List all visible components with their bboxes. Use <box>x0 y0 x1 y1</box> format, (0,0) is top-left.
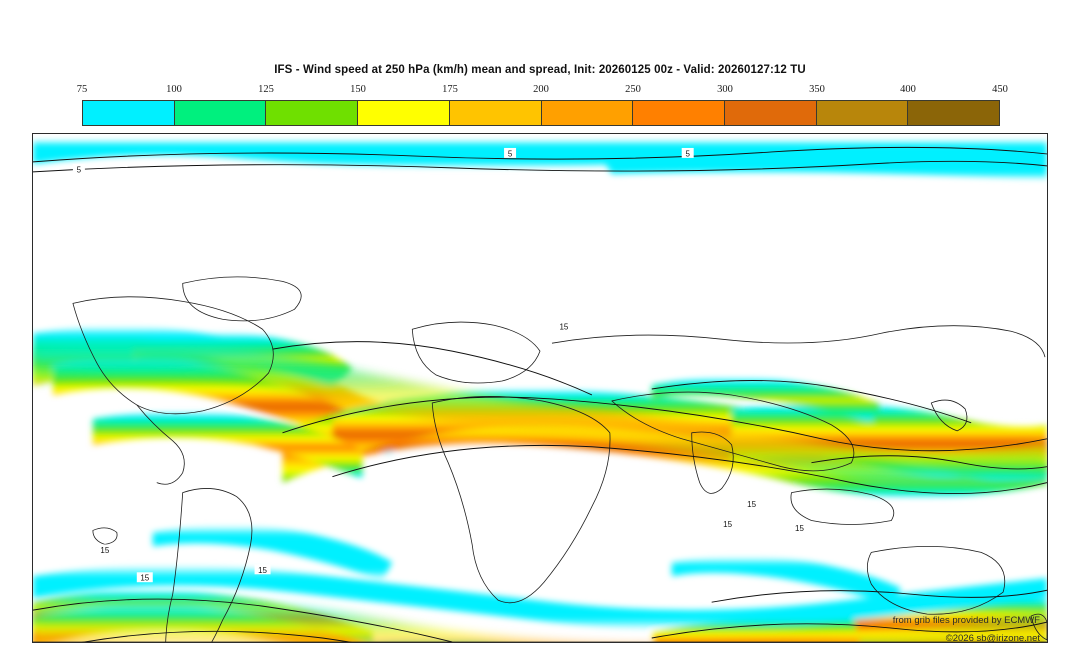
colorbar-tick: 150 <box>350 84 366 95</box>
colorbar-tick: 125 <box>258 84 274 95</box>
contour-label-text: 15 <box>723 520 732 529</box>
contour-label-text: 15 <box>140 574 149 583</box>
shading-sh-wash <box>33 598 1047 642</box>
shading-tropical-cyan-1 <box>152 525 393 581</box>
contour-15-sh-1 <box>33 598 453 642</box>
coastline-africa <box>431 396 611 604</box>
coastline-asia-south <box>611 391 855 472</box>
contour-label-15-c: 15 <box>791 522 808 533</box>
shading-nh-wash <box>33 342 1047 485</box>
global-wind-map: 5 5 5 15 15 <box>32 133 1048 643</box>
contour-label-text: 5 <box>77 165 82 174</box>
contour-label-5-c: 5 <box>681 147 694 158</box>
coastline-greenland <box>182 276 302 322</box>
page-title: IFS - Wind speed at 250 hPa (km/h) mean … <box>274 64 806 76</box>
colorbar-segment-350-400 <box>816 101 909 125</box>
contour-label-text: 5 <box>685 149 690 158</box>
contour-label-5-a: 5 <box>72 163 85 174</box>
colorbar-segment-75-100 <box>83 101 175 125</box>
colorbar-segment-175-200 <box>449 101 542 125</box>
shading-tropical-cyan-2 <box>671 556 902 605</box>
coastline-india <box>691 431 734 494</box>
coastline-japan <box>930 399 968 432</box>
contour-label-text: 15 <box>747 500 756 509</box>
coastline-island-1 <box>92 527 118 545</box>
colorbar-segment-125-150 <box>266 101 359 125</box>
contour-15-atlantic <box>282 396 1047 452</box>
colorbar-tick: 450 <box>992 84 1008 95</box>
contour-label-15-d: 15 <box>96 544 113 555</box>
coastline-europe <box>411 321 541 384</box>
contour-15-nh-2 <box>651 380 972 424</box>
contour-label-15-b: 15 <box>743 498 760 509</box>
colorbar-segment-200-250 <box>541 101 634 125</box>
colorbar-tick-labels: 75 100 125 150 175 200 250 300 350 400 4… <box>0 84 1080 98</box>
contour-15-atlantic-b <box>332 444 1047 495</box>
colorbar-segment-150-175 <box>358 101 450 125</box>
contour-5-arctic <box>33 146 1047 163</box>
coastline-australia <box>866 546 1006 615</box>
contour-15-sh-4 <box>651 621 1047 639</box>
contour-labels: 5 5 5 15 15 <box>72 147 808 583</box>
colorbar-segments <box>82 100 1000 126</box>
contour-label-15-f: 15 <box>719 518 736 529</box>
copyright-notice: ©2026 sb@irizone.net <box>945 633 1040 644</box>
colorbar-segment-300-350 <box>724 101 817 125</box>
coastline-south-america <box>165 488 253 642</box>
contour-label-text: 5 <box>508 149 513 158</box>
coastline-north-america <box>72 296 274 415</box>
contour-15-sh-2 <box>81 630 353 642</box>
coastline-new-zealand <box>1030 613 1047 641</box>
contour-label-5-b: 5 <box>504 147 517 158</box>
colorbar-tick: 175 <box>442 84 458 95</box>
colorbar <box>82 100 1000 126</box>
colorbar-tick: 75 <box>76 84 88 95</box>
colorbar-tick: 350 <box>809 84 825 95</box>
coastlines <box>33 276 1047 642</box>
contour-15-sh-5 <box>711 589 1047 603</box>
coastline-asia-north <box>551 325 1046 358</box>
contour-label-text: 15 <box>560 323 569 332</box>
contour-15-nh-1 <box>272 341 593 396</box>
coastline-indonesia <box>790 488 895 525</box>
spread-contours <box>33 146 1047 642</box>
contour-label-15-e: 15 <box>136 572 153 583</box>
shading-sh-cyan-halo <box>33 565 1047 631</box>
contour-label-text: 15 <box>258 566 267 575</box>
contour-15-asia <box>811 455 1047 470</box>
colorbar-segment-100-125 <box>174 101 267 125</box>
colorbar-tick: 300 <box>717 84 733 95</box>
contour-label-text: 15 <box>100 546 109 555</box>
wind-speed-shading-soft <box>33 342 1047 642</box>
shading-nh-green-2 <box>651 377 882 423</box>
shading-np-jet-core <box>52 358 373 451</box>
colorbar-tick: 400 <box>900 84 916 95</box>
colorbar-segment-400-450 <box>908 101 1000 125</box>
contour-label-15-g: 15 <box>254 564 271 575</box>
colorbar-tick: 100 <box>166 84 182 95</box>
data-source-credit: from grib files provided by ECMWF <box>892 615 1040 626</box>
contour-label-text: 15 <box>795 524 804 533</box>
colorbar-tick: 200 <box>533 84 549 95</box>
contour-label-15-a: 15 <box>555 321 572 332</box>
colorbar-tick: 250 <box>625 84 641 95</box>
contour-5-arctic-b <box>33 160 1047 173</box>
colorbar-segment-250-300 <box>633 101 725 125</box>
coastline-central-america <box>136 404 185 485</box>
map-canvas: 5 5 5 15 15 <box>33 134 1047 642</box>
